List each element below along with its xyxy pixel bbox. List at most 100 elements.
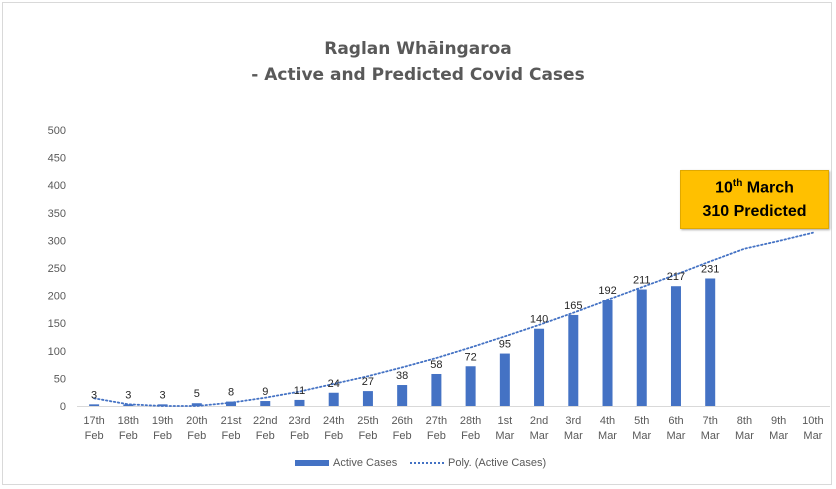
bar-12 [465,366,476,406]
bar-5 [226,401,237,406]
chart-title-line1: Raglan Whāingaroa [324,39,512,59]
y-tick-label: 50 [54,373,66,385]
callout-prediction: 310 Predicted [702,203,807,220]
y-tick-label: 200 [48,291,66,303]
y-tick-label: 250 [48,263,66,275]
legend-swatch-dotted [410,462,444,465]
x-tick-label-day: 22nd [253,415,277,427]
chart-title-line2: - Active and Predicted Covid Cases [251,65,585,85]
x-tick-label-month: Mar [701,430,720,442]
legend-label-active-cases: Active Cases [333,457,398,469]
x-tick-label-month: Mar [667,430,686,442]
legend-swatch-bar [295,460,329,467]
callout-day: 10 [715,179,733,197]
x-tick-label-month: Mar [803,430,822,442]
data-label-16: 192 [598,285,616,297]
y-tick-label: 400 [48,180,66,192]
trendline [93,231,814,407]
x-tick-label-day: 6th [668,415,683,427]
x-tick-label-day: 21st [221,415,242,427]
data-label-9: 27 [362,376,374,388]
bar-9 [362,391,373,406]
bar-8 [328,392,339,406]
y-tick-label: 350 [48,208,66,220]
x-tick-label-day: 20th [186,415,207,427]
bar-15 [568,314,579,406]
x-tick-label-day: 26th [391,415,412,427]
x-tick-label-month: Mar [530,430,549,442]
x-tick-label-day: 9th [771,415,786,427]
callout-month: March [742,179,794,197]
data-label-17: 211 [633,275,651,287]
x-tick-label-month: Mar [632,430,651,442]
x-tick-label-day: 25th [357,415,378,427]
x-tick-label-month: Feb [393,430,412,442]
prediction-callout: 10th March 310 Predicted [680,170,829,229]
bar-10 [397,385,408,406]
x-tick-label-month: Mar [735,430,754,442]
bar-4 [191,403,202,406]
x-tick-label-day: 1st [497,415,512,427]
data-label-11: 58 [430,359,442,371]
bar-13 [499,353,510,406]
bar-19 [705,278,716,406]
data-label-6: 9 [262,386,268,398]
data-label-14: 140 [530,314,548,326]
bar-17 [636,289,647,406]
y-tick-label: 500 [48,125,66,137]
legend-item-active-cases: Active Cases [295,457,397,469]
y-tick-label: 0 [60,401,66,413]
y-tick-label: 300 [48,235,66,247]
y-tick-label: 450 [48,153,66,165]
x-tick-label-month: Mar [598,430,617,442]
bar-7 [294,399,305,406]
data-label-19: 231 [701,263,719,275]
callout-date: 10th March [681,178,828,197]
x-tick-label-day: 5th [634,415,649,427]
x-tick-label-day: 18th [118,415,139,427]
x-tick-label-day: 7th [703,415,718,427]
x-tick-label-day: 3rd [565,415,581,427]
x-tick-label-month: Feb [187,430,206,442]
data-label-3: 3 [160,389,166,401]
x-tick-label-month: Feb [358,430,377,442]
x-tick-label-month: Feb [427,430,446,442]
x-tick-label-day: 19th [152,415,173,427]
data-label-7: 11 [294,385,305,397]
data-label-12: 72 [464,351,476,363]
legend-item-trendline: Poly. (Active Cases) [410,457,546,469]
data-label-18: 217 [667,271,685,283]
x-tick-label-month: Feb [461,430,480,442]
legend-label-trendline: Poly. (Active Cases) [448,457,547,469]
y-tick-label: 100 [48,346,66,358]
x-tick-label-month: Mar [769,430,788,442]
bar-6 [260,401,271,406]
x-tick-label-day: 24th [323,415,344,427]
x-tick-label-month: Feb [256,430,275,442]
x-tick-label-month: Mar [564,430,583,442]
y-tick-label: 150 [48,318,66,330]
x-tick-label-day: 4th [600,415,615,427]
x-tick-label-day: 2nd [530,415,548,427]
x-tick-label-month: Feb [119,430,138,442]
x-tick-label-month: Feb [290,430,309,442]
bar-2 [123,404,134,406]
bar-16 [602,300,613,406]
bar-1 [89,404,100,406]
data-label-4: 5 [194,388,200,400]
x-tick-label-month: Mar [495,430,514,442]
x-tick-label-month: Feb [85,430,104,442]
x-tick-label-month: Feb [153,430,172,442]
bar-18 [670,286,681,406]
data-label-13: 95 [499,339,511,351]
x-tick-label-day: 10th [802,415,823,427]
data-label-2: 3 [125,389,131,401]
data-label-15: 165 [564,300,582,312]
bar-11 [431,373,442,406]
callout-day-suffix: th [732,178,743,189]
data-label-8: 24 [328,378,340,390]
x-tick-label-day: 8th [737,415,752,427]
x-tick-label-month: Feb [324,430,343,442]
